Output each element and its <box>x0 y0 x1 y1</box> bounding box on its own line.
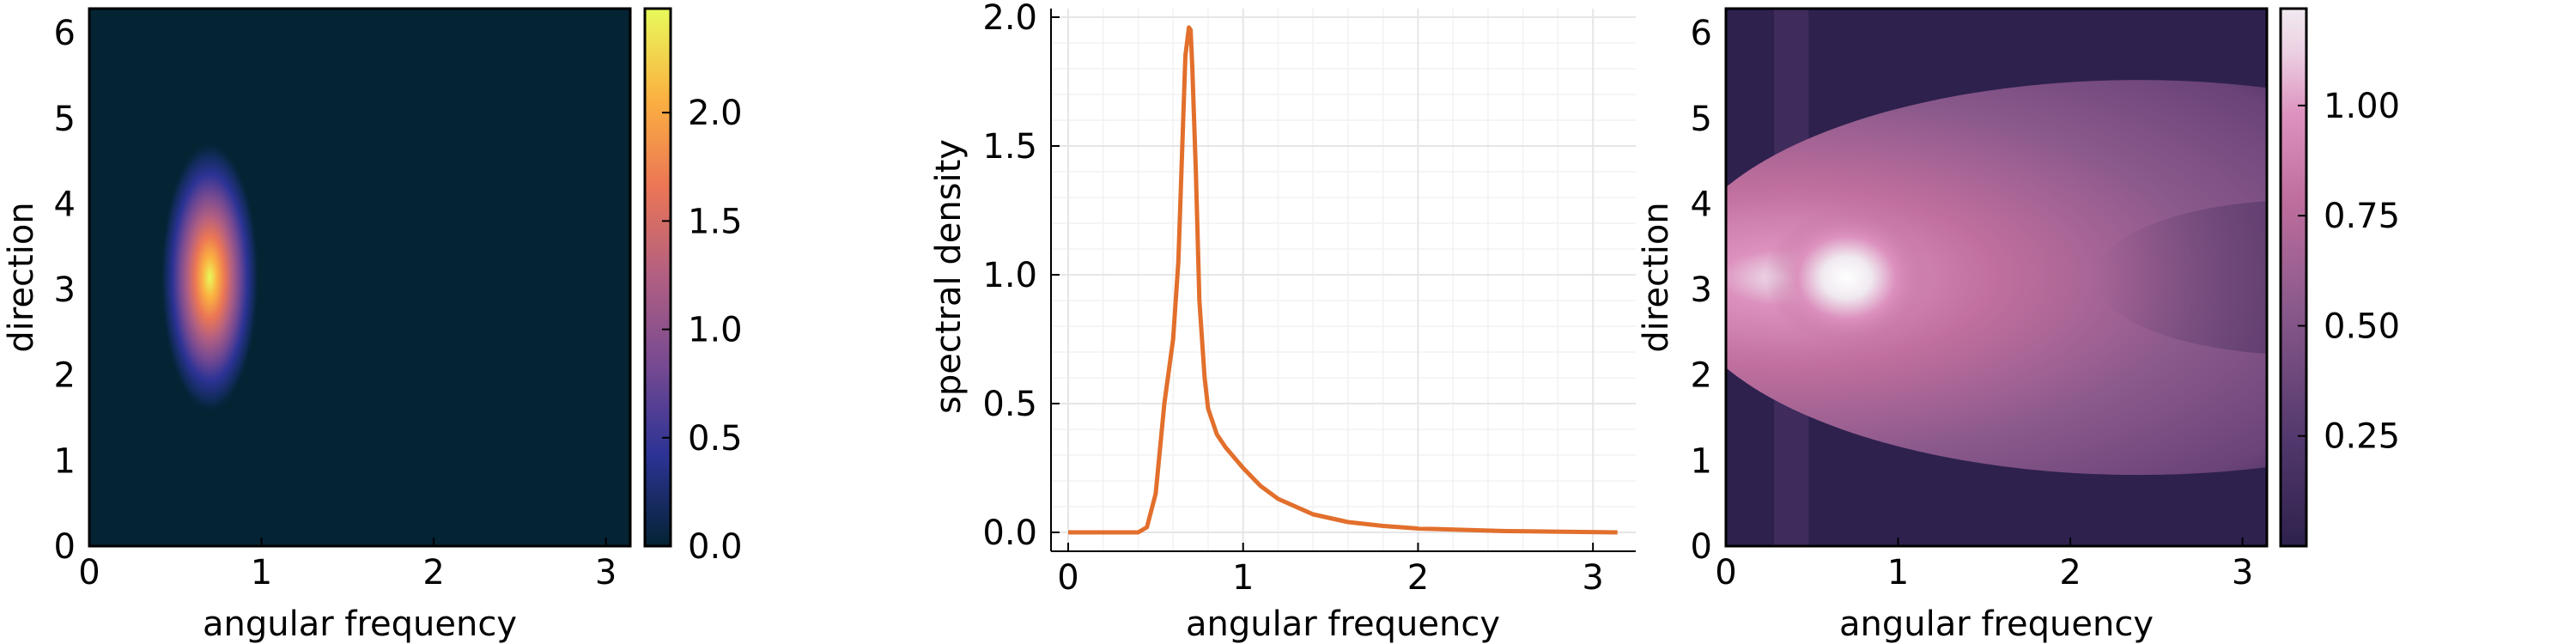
y-tick-label: 1 <box>1691 441 1712 481</box>
heatmap-3-x-ticks: 0 1 2 3 <box>1715 538 2253 592</box>
colorbar-tick-label: 0.75 <box>2324 197 2400 236</box>
line-chart-xlabel: angular frequency <box>1186 605 1500 644</box>
colorbar-1-frame <box>643 7 672 548</box>
y-tick-label: 0 <box>1691 527 1712 567</box>
colorbar-3-frame <box>2279 7 2308 548</box>
y-tick-label: 2 <box>54 356 76 396</box>
colorbar-tick-label: 2.0 <box>688 94 743 133</box>
colorbar-3-ticks: 0.25 0.50 0.75 1.00 <box>2298 87 2400 457</box>
colorbar-tick-label: 1.5 <box>688 202 743 241</box>
spectral-density-line <box>1068 25 1618 535</box>
x-tick-label: 0 <box>1715 553 1736 592</box>
y-tick-label: 0 <box>54 527 76 567</box>
y-tick-label: 5 <box>54 100 76 139</box>
heatmap-3-xlabel: angular frequency <box>1839 605 2154 644</box>
y-tick-label: 3 <box>54 270 76 310</box>
x-tick-label: 2 <box>1407 558 1429 598</box>
colorbar-tick-label: 1.00 <box>2324 87 2400 126</box>
heatmap-1-peak <box>160 140 260 416</box>
heatmap-1-y-ticks: 0 1 2 3 4 5 6 <box>54 14 76 567</box>
x-tick-label: 3 <box>595 553 617 592</box>
x-tick-label: 3 <box>2232 553 2253 592</box>
x-tick-label: 0 <box>78 553 100 592</box>
heatmap-3-fan <box>1726 80 2267 476</box>
y-tick-label: 6 <box>1691 14 1712 53</box>
heatmap-3-field <box>1726 9 2267 546</box>
y-tick-label: 2.0 <box>982 0 1037 38</box>
y-tick-label: 1.5 <box>982 127 1037 167</box>
y-tick-label: 0.0 <box>982 513 1037 553</box>
colorbar-1 <box>645 9 671 546</box>
colorbar-tick-label: 1.0 <box>688 311 743 350</box>
y-tick-label: 4 <box>1691 185 1712 224</box>
y-tick-label: 2 <box>1691 356 1712 396</box>
x-tick-label: 2 <box>2059 553 2081 592</box>
panel-3-heatmap: 0 1 2 3 0 1 2 3 4 5 6 angular frequency direction… <box>1637 7 2400 644</box>
colorbar-tick-label: 0.50 <box>2324 307 2400 346</box>
y-tick-label: 6 <box>54 14 76 53</box>
line-chart-grid <box>1051 9 1636 551</box>
x-tick-label: 1 <box>1232 558 1254 598</box>
heatmap-1-x-ticks: 0 1 2 3 <box>78 538 617 592</box>
colorbar-3 <box>2281 9 2306 546</box>
heatmap-1-ylabel: direction <box>2 202 41 352</box>
x-tick-label: 1 <box>1887 553 1909 592</box>
heatmap-3-trough <box>2095 201 2267 354</box>
y-tick-label: 3 <box>1691 270 1712 310</box>
y-tick-label: 1.0 <box>982 256 1037 295</box>
x-tick-label: 1 <box>251 553 272 592</box>
x-tick-label: 3 <box>1582 558 1603 598</box>
panel-1-heatmap: 0 1 2 3 0 1 2 3 4 5 6 angular frequency direction… <box>2 7 743 644</box>
colorbar-1-ticks: 0.0 0.5 1.0 1.5 2.0 <box>662 94 743 567</box>
y-tick-label: 0.5 <box>982 385 1037 424</box>
heatmap-1-xlabel: angular frequency <box>203 605 517 644</box>
panel-2-line: 0 1 2 3 0.0 0.5 1.0 1.5 2.0 angular frequency s… <box>929 0 1636 644</box>
heatmap-1-field <box>89 9 630 546</box>
y-tick-label: 5 <box>1691 100 1712 139</box>
x-tick-label: 2 <box>422 553 444 592</box>
colorbar-tick-label: 0.5 <box>688 419 743 459</box>
heatmap-3-frame <box>1724 7 2269 548</box>
heatmap-1-frame <box>88 7 632 548</box>
y-tick-label: 1 <box>54 441 76 481</box>
x-tick-label: 0 <box>1057 558 1078 598</box>
heatmap-3-ylabel: direction <box>1637 202 1676 352</box>
line-chart-x-ticks: 0 1 2 3 <box>1057 543 1604 598</box>
line-chart-ylabel: spectral density <box>929 139 969 414</box>
colorbar-tick-label: 0.25 <box>2324 417 2400 457</box>
heatmap-3-peak <box>1765 209 1929 347</box>
heatmap-3-y-ticks: 0 1 2 3 4 5 6 <box>1691 14 1712 567</box>
line-chart-y-ticks: 0.0 0.5 1.0 1.5 2.0 <box>982 0 1060 553</box>
colorbar-tick-label: 0.0 <box>688 527 743 567</box>
y-tick-label: 4 <box>54 185 76 224</box>
